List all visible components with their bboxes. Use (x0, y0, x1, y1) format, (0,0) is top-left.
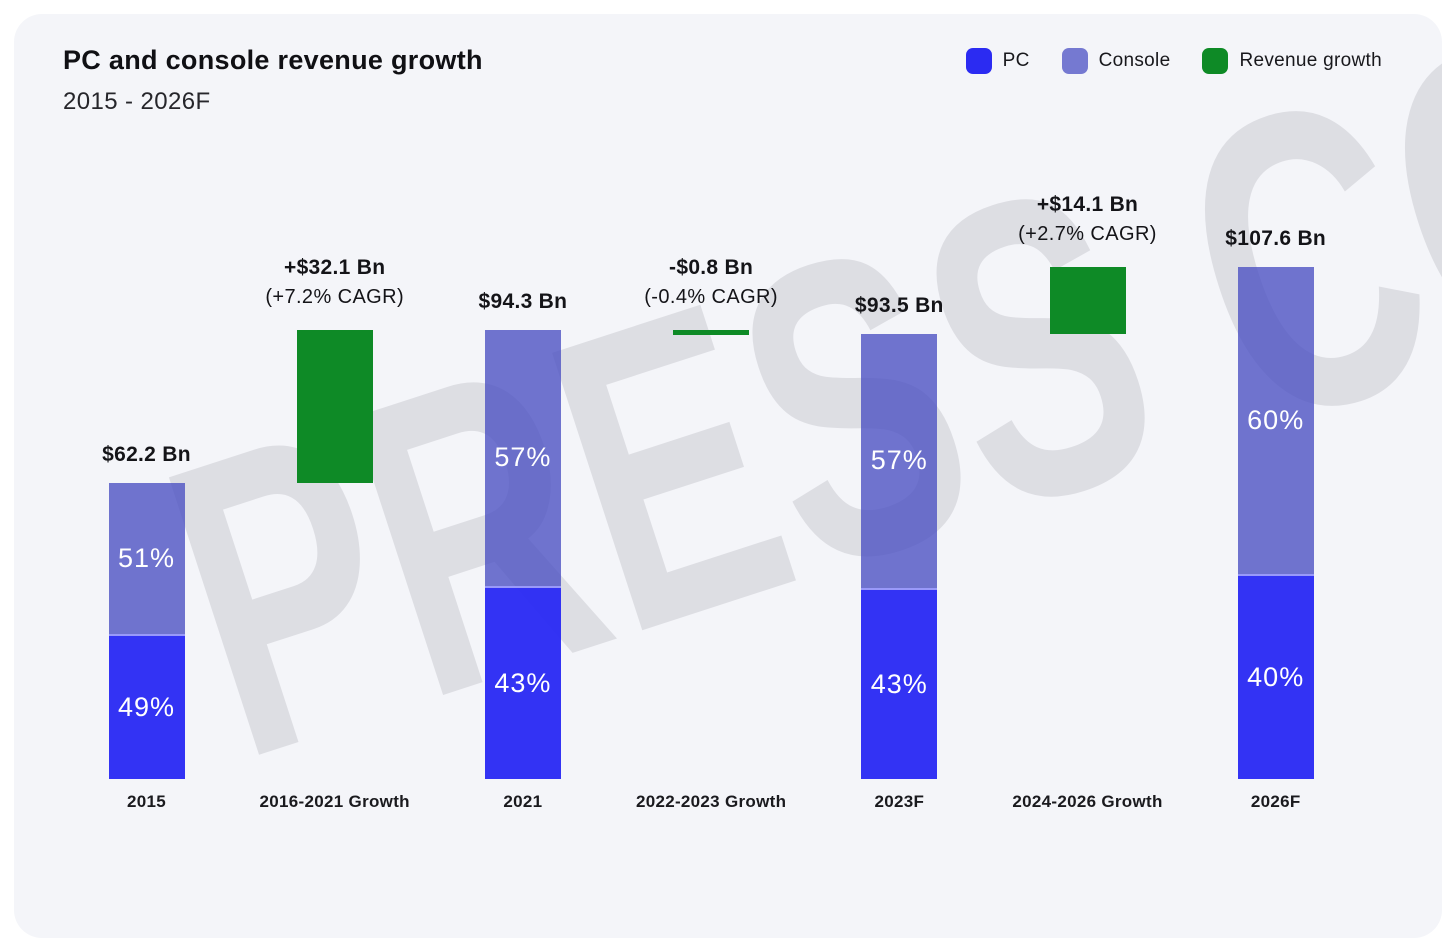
pc-segment: 43% (484, 585, 561, 779)
axis-label-2023f: 2023F (874, 792, 925, 811)
console-percent-label: 60% (1247, 404, 1305, 435)
growth-amount: +$14.1 Bn (1036, 192, 1139, 216)
growth-cagr: (+2.7% CAGR) (1018, 222, 1157, 245)
growth-delta-label: +$14.1 Bn (+2.7% CAGR) (958, 193, 1218, 246)
console-percent-label: 57% (494, 442, 552, 473)
total-value-label: $107.6 Bn (1225, 226, 1327, 250)
revenue-growth-swatch-icon (1202, 48, 1229, 74)
growth-delta-label: +$32.1 Bn (+7.2% CAGR) (205, 256, 465, 309)
total-value-label: $62.2 Bn (102, 442, 191, 466)
legend-item-console: Console (1061, 48, 1171, 74)
console-percent-label: 51% (117, 542, 176, 573)
stacked-bar-2015: 51% 49% (108, 482, 185, 779)
axis-label-2024-2026-growth: 2024-2026 Growth (1012, 792, 1163, 811)
pc-percent-label: 43% (494, 667, 552, 698)
chart-plot-area: 2015 51% 49% $62.2 Bn 2016-2021 Growth +$32.1… (14, 14, 1442, 938)
revenue-growth-bar (1049, 266, 1126, 334)
growth-delta-label: -$0.8 Bn (-0.4% CAGR) (581, 256, 841, 309)
console-percent-label: 57% (870, 445, 928, 476)
axis-label-2015: 2015 (126, 792, 167, 811)
pc-swatch-icon (965, 48, 992, 74)
revenue-growth-bar (296, 330, 373, 483)
console-swatch-icon (1061, 48, 1088, 74)
pc-segment: 49% (108, 633, 185, 779)
pc-segment: 40% (1237, 574, 1314, 779)
legend-item-pc: PC (965, 48, 1030, 74)
console-segment: 57% (484, 330, 561, 586)
legend-label: Revenue growth (1239, 50, 1382, 71)
console-segment: 60% (1237, 266, 1314, 575)
pc-segment: 43% (861, 587, 938, 779)
legend-label: Console (1098, 50, 1171, 71)
pc-percent-label: 43% (870, 668, 928, 699)
chart-title: PC and console revenue growth (63, 45, 483, 75)
legend-item-revenue-growth: Revenue growth (1202, 48, 1382, 74)
axis-label-2026f: 2026F (1250, 792, 1301, 811)
total-value-label: $93.5 Bn (854, 293, 944, 317)
axis-label-2022-2023-growth: 2022-2023 Growth (635, 792, 787, 811)
axis-label-2021: 2021 (503, 792, 543, 811)
growth-amount: -$0.8 Bn (669, 256, 754, 279)
chart-subtitle: 2015 - 2026F (63, 88, 211, 115)
chart-card: PRESS CO PC and console revenue growth 2… (14, 14, 1442, 938)
console-segment: 57% (861, 333, 938, 588)
growth-cagr: (-0.4% CAGR) (644, 286, 778, 308)
axis-label-2016-2021-growth: 2016-2021 Growth (259, 792, 410, 811)
console-segment: 51% (108, 482, 185, 634)
growth-cagr: (+7.2% CAGR) (265, 286, 405, 308)
stacked-bar-2023f: 57% 43% (861, 333, 938, 779)
legend: PC Console Revenue growth (965, 48, 1382, 74)
growth-amount: +$32.1 Bn (284, 256, 386, 279)
pc-percent-label: 49% (117, 691, 176, 722)
pc-percent-label: 40% (1247, 662, 1305, 692)
stacked-bar-2021: 57% 43% (484, 330, 561, 779)
total-value-label: $94.3 Bn (478, 290, 568, 313)
legend-label: PC (1002, 50, 1030, 71)
stacked-bar-2026f: 60% 40% (1237, 266, 1314, 779)
revenue-growth-bar (673, 330, 750, 335)
